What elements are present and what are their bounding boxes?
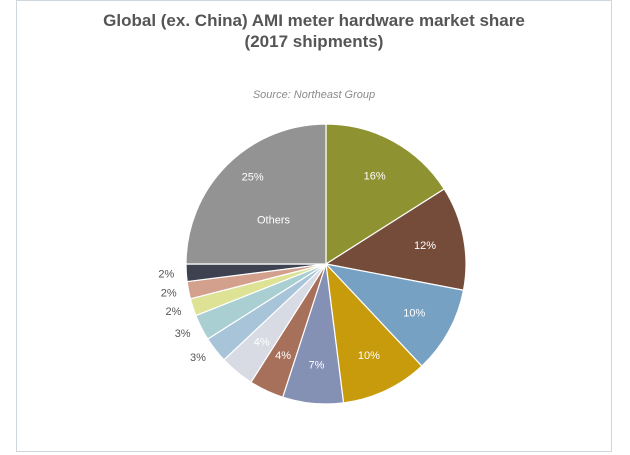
slice-label-5: 7% — [309, 359, 325, 371]
slice-name-label-13: Others — [257, 215, 291, 227]
pie-slice-2 — [324, 188, 467, 291]
pie-slice-13 — [185, 123, 327, 265]
slice-label-12: 2% — [158, 269, 174, 281]
chart-title-line-2: (2017 shipments) — [244, 32, 384, 51]
pie-slice-3 — [324, 263, 465, 367]
slice-label-11: 2% — [161, 288, 177, 300]
slice-label-7: 4% — [254, 337, 270, 349]
slice-label-1: 16% — [364, 171, 386, 183]
slice-label-6: 4% — [275, 350, 291, 362]
slice-label-8: 3% — [190, 352, 206, 364]
chart-subtitle: Source: Northeast Group — [252, 89, 376, 101]
chart-title: Global (ex. China) AMI meter hardware ma… — [16, 10, 612, 52]
slice-label-4: 10% — [358, 350, 380, 362]
slice-label-10: 2% — [165, 306, 181, 318]
pie-slice-1 — [325, 123, 446, 266]
chart-title-line-1: Global (ex. China) AMI meter hardware ma… — [103, 11, 525, 30]
pie-slice-4 — [325, 262, 423, 404]
slice-label-13: 25% — [242, 172, 264, 184]
slice-label-3: 10% — [403, 308, 425, 320]
slice-label-9: 3% — [175, 328, 191, 340]
slice-label-2: 12% — [414, 240, 436, 252]
